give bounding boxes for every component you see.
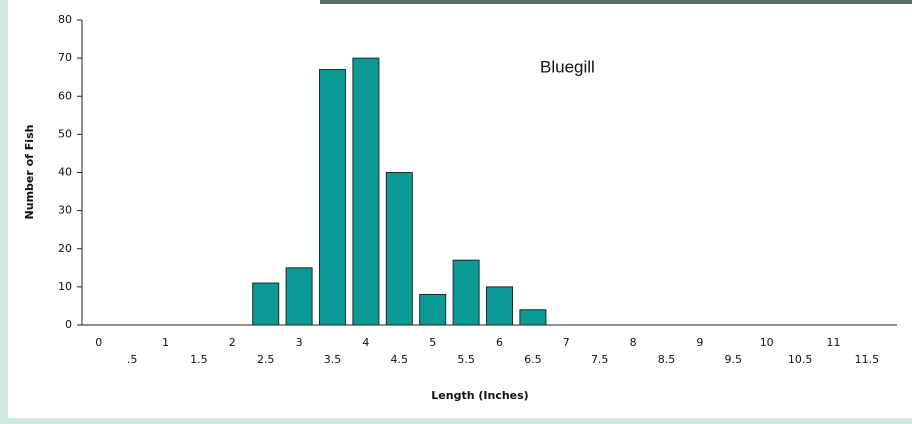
x-tick-label: 8 (630, 336, 637, 349)
bar (352, 57, 380, 326)
y-tick-label: 80 (58, 13, 72, 26)
y-tick-label: 60 (58, 89, 72, 102)
annotation: Bluegill (540, 57, 595, 76)
x-tick-label: 10.5 (788, 353, 813, 366)
bar (486, 286, 513, 326)
y-axis-title: Number of Fish (23, 125, 36, 220)
x-tick-label: .5 (127, 353, 138, 366)
x-tick-label: 3 (296, 336, 303, 349)
x-tick-label: 7 (563, 336, 570, 349)
x-tick-label: 2 (229, 336, 236, 349)
bar (419, 294, 447, 326)
x-tick-label: 4.5 (391, 353, 409, 366)
top-strip (320, 0, 912, 4)
x-tick-label: 1.5 (190, 353, 208, 366)
y-tick-label: 20 (58, 242, 72, 255)
bar (452, 259, 480, 326)
x-tick-label: 3.5 (324, 353, 342, 366)
y-tick-label: 50 (58, 127, 72, 140)
x-axis-title: Length (Inches) (431, 389, 528, 402)
x-tick-label: 1 (162, 336, 169, 349)
x-tick-label: 9.5 (725, 353, 743, 366)
x-tick-label: 2.5 (257, 353, 275, 366)
y-tick-label: 70 (58, 51, 72, 64)
bar (252, 282, 280, 326)
x-tick-label: 7.5 (591, 353, 609, 366)
x-tick-label: 8.5 (658, 353, 676, 366)
y-tick-label: 30 (58, 204, 72, 217)
x-tick-label: 9 (696, 336, 703, 349)
x-tick-label: 5.5 (457, 353, 475, 366)
x-tick-label: 6.5 (524, 353, 542, 366)
x-tick-label: 10 (760, 336, 774, 349)
bar (319, 69, 346, 326)
x-tick-label: 5 (429, 336, 436, 349)
x-tick-label: 0 (95, 336, 102, 349)
x-tick-label: 11.5 (855, 353, 880, 366)
bar (285, 267, 313, 326)
y-tick-label: 10 (58, 280, 72, 293)
x-tick-label: 6 (496, 336, 503, 349)
x-tick-label: 4 (362, 336, 369, 349)
bar (519, 309, 547, 326)
y-tick-label: 0 (65, 318, 72, 331)
plot-background (8, 0, 912, 418)
y-tick-label: 40 (58, 166, 72, 179)
x-tick-label: 11 (827, 336, 841, 349)
bar (385, 172, 413, 326)
